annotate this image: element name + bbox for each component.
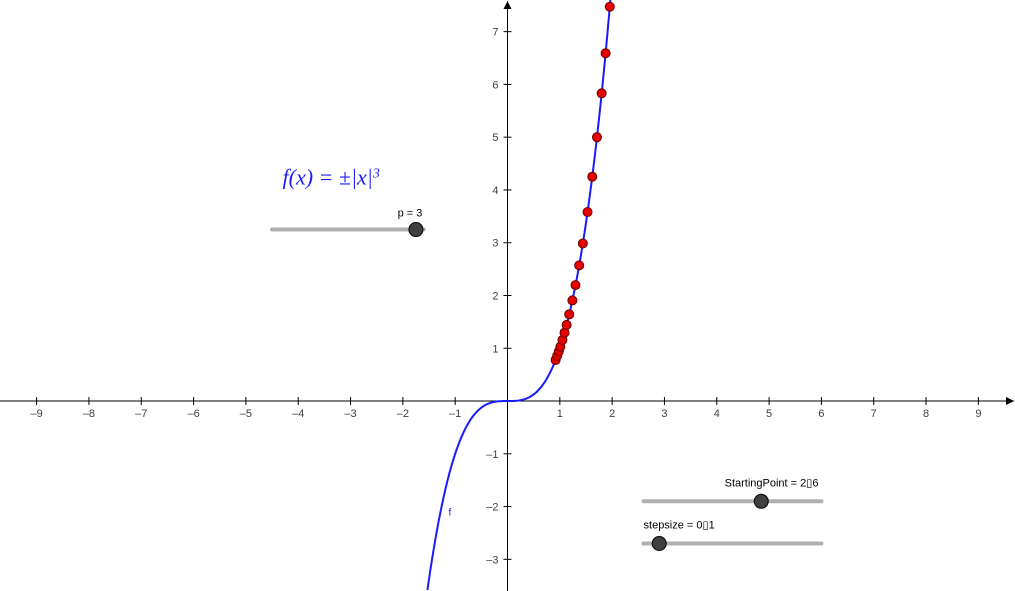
- x-tick-label: 6: [818, 408, 824, 420]
- x-tick-label: –3: [344, 408, 356, 420]
- y-tick-label: –1: [486, 449, 498, 461]
- x-tick-label: –6: [187, 408, 199, 420]
- x-tick-label: 7: [871, 408, 877, 420]
- y-tick-label: 4: [492, 185, 498, 197]
- x-tick-label: –5: [240, 408, 252, 420]
- x-tick-label: 3: [661, 408, 667, 420]
- y-tick-label: 7: [492, 27, 498, 39]
- iteration-point: [578, 239, 587, 248]
- function-plot: –9 –8 –7 –6 –5 –4 –3 –2 –1 1 2 3 4 5 6 7 8 9 –3 –2 –1 1 2 3 4 5 6 7…: [0, 0, 1015, 591]
- iteration-point: [575, 261, 584, 270]
- x-tick-label: 2: [609, 408, 615, 420]
- x-tick-label: 5: [766, 408, 772, 420]
- y-tick-label: 5: [492, 132, 498, 144]
- iteration-point: [605, 2, 614, 11]
- stepsize-slider-label: stepsize = 0▯1: [644, 520, 715, 532]
- p-slider-knob[interactable]: [409, 223, 423, 237]
- starting-point-slider-knob[interactable]: [754, 494, 768, 508]
- curve-label: f: [449, 508, 452, 519]
- x-tick-label: –2: [397, 408, 409, 420]
- y-tick-label: –2: [486, 502, 498, 514]
- stepsize-slider-knob[interactable]: [652, 537, 666, 551]
- y-tick-label: 2: [492, 291, 498, 303]
- formula-label: f(x) = ±|x|3: [283, 165, 380, 190]
- x-tick-label: –7: [135, 408, 147, 420]
- iteration-point: [588, 172, 597, 181]
- x-tick-label: –1: [449, 408, 461, 420]
- iteration-point: [565, 310, 574, 319]
- x-tick-label: –9: [30, 408, 42, 420]
- x-tick-label: –8: [83, 408, 95, 420]
- x-tick-label: 1: [557, 408, 563, 420]
- iteration-point: [597, 89, 606, 98]
- starting-point-slider-label: StartingPoint = 2▯6: [725, 478, 819, 490]
- y-tick-label: –3: [486, 554, 498, 566]
- iteration-point: [583, 208, 592, 217]
- x-tick-label: 4: [714, 408, 720, 420]
- iteration-point: [562, 320, 571, 329]
- iteration-point: [568, 296, 577, 305]
- iteration-point: [601, 49, 610, 58]
- iteration-point: [571, 281, 580, 290]
- y-tick-label: 6: [492, 79, 498, 91]
- y-tick-label: 1: [492, 343, 498, 355]
- p-slider-label: p = 3: [398, 207, 423, 219]
- y-tick-label: 3: [492, 238, 498, 250]
- x-tick-label: 9: [975, 408, 981, 420]
- x-tick-label: 8: [923, 408, 929, 420]
- iteration-point: [592, 133, 601, 142]
- x-tick-label: –4: [292, 408, 304, 420]
